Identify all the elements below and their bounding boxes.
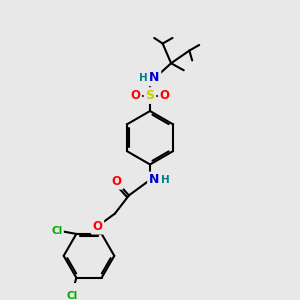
Text: H: H bbox=[161, 175, 170, 185]
Text: Cl: Cl bbox=[51, 226, 62, 236]
Text: Cl: Cl bbox=[67, 291, 78, 300]
Text: N: N bbox=[149, 173, 159, 186]
Text: O: O bbox=[112, 175, 122, 188]
Text: H: H bbox=[140, 73, 148, 83]
Text: O: O bbox=[160, 89, 170, 102]
Text: O: O bbox=[130, 89, 140, 102]
Text: N: N bbox=[149, 71, 159, 84]
Text: O: O bbox=[92, 220, 102, 233]
Text: S: S bbox=[146, 89, 154, 102]
